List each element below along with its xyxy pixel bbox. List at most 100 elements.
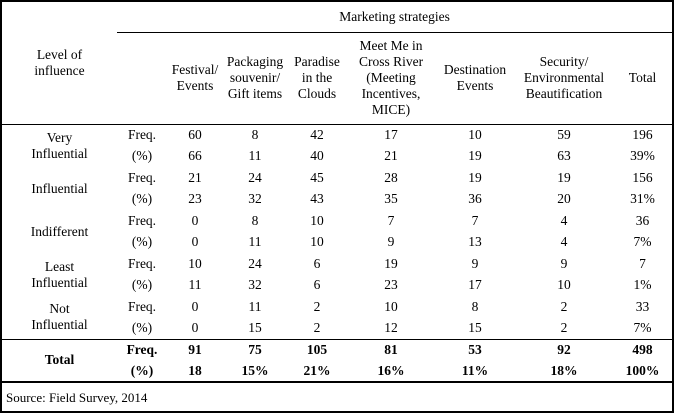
- metric-label: (%): [131, 234, 153, 250]
- data-cell: 10: [310, 234, 324, 250]
- table-row: Not Influential Freq. 0 11 2 10 8 2 33: [2, 296, 672, 332]
- grand-total-cell: 100%: [613, 360, 672, 383]
- source-note: Source: Field Survey, 2014: [6, 390, 148, 405]
- data-cell: 43: [310, 191, 324, 207]
- data-cell: 24: [248, 255, 262, 271]
- data-cell: 40: [310, 148, 324, 164]
- data-cell: 59: [557, 127, 571, 143]
- total-cell: 7: [639, 255, 646, 271]
- data-cell: 42: [310, 127, 324, 143]
- metric-header-blank: [117, 32, 167, 125]
- data-cell: 24: [248, 169, 262, 185]
- table-row: (%) 0 15 2 12 15 2 7%: [2, 318, 672, 340]
- data-cell: 7: [387, 212, 395, 228]
- column-header-meet-me: Meet Me in Cross River (Meeting Incentiv…: [347, 32, 435, 125]
- row-label-influential: Influential: [31, 180, 88, 196]
- data-cell: 11: [188, 277, 202, 293]
- total-cell: 16%: [347, 360, 435, 383]
- data-cell: 12: [384, 320, 398, 336]
- total-cell: 92: [515, 338, 613, 361]
- table-row: Influential Freq. 21 24 45 28 19 19 156: [2, 167, 672, 196]
- metric-label: (%): [117, 360, 167, 383]
- data-cell: 21: [188, 169, 202, 185]
- total-cell: 15%: [223, 360, 287, 383]
- data-cell: 11: [248, 234, 262, 250]
- marketing-strategies-table: Level of influence Marketing strategies …: [2, 2, 672, 383]
- data-cell: 10: [310, 212, 324, 228]
- header-row-group: Level of influence Marketing strategies: [2, 2, 672, 125]
- data-cell: 0: [191, 320, 199, 336]
- data-cell: 6: [313, 255, 321, 271]
- total-cell: 11%: [435, 360, 515, 383]
- grand-total-cell: 498: [613, 338, 672, 361]
- metric-label: Freq.: [127, 169, 157, 185]
- data-cell: 23: [188, 191, 202, 207]
- data-cell: 20: [557, 191, 571, 207]
- row-label-total: Total: [2, 338, 117, 383]
- data-cell: 2: [560, 320, 568, 336]
- data-cell: 36: [468, 191, 482, 207]
- table-row: (%) 11 32 6 23 17 10 1%: [2, 275, 672, 297]
- data-cell: 9: [471, 255, 479, 271]
- total-cell: 18: [167, 360, 223, 383]
- data-cell: 2: [313, 298, 321, 314]
- metric-label: (%): [131, 320, 153, 336]
- column-header-destination: Destination Events: [435, 32, 515, 125]
- table-row: (%) 0 11 10 9 13 4 7%: [2, 232, 672, 254]
- data-cell: 4: [560, 212, 568, 228]
- data-cell: 28: [384, 169, 398, 185]
- data-cell: 6: [313, 277, 321, 293]
- table-row: Least Influential Freq. 10 24 6 19 9 9 7: [2, 253, 672, 290]
- data-cell: 10: [557, 277, 571, 293]
- metric-label: Freq.: [127, 212, 157, 228]
- column-header-packaging: Packaging souvenir/ Gift items: [223, 32, 287, 125]
- data-cell: 9: [387, 234, 395, 250]
- total-row: Total Freq. 91 75 105 81 53 92 498: [2, 338, 672, 383]
- metric-label: (%): [131, 277, 153, 293]
- metric-label: Freq.: [127, 298, 157, 314]
- data-cell: 32: [248, 191, 262, 207]
- total-cell: 156: [632, 169, 653, 185]
- data-cell: 35: [384, 191, 398, 207]
- data-cell: 10: [188, 255, 202, 271]
- total-cell: 7%: [633, 320, 652, 336]
- data-cell: 2: [560, 298, 568, 314]
- data-cell: 10: [468, 127, 482, 143]
- column-header-security: Security/ Environmental Beautification: [515, 32, 613, 125]
- total-cell: 53: [435, 338, 515, 361]
- total-cell: 81: [347, 338, 435, 361]
- corner-header: Level of influence: [2, 2, 117, 125]
- total-row: (%) 18 15% 21% 16% 11% 18% 100%: [2, 360, 672, 383]
- data-cell: 11: [248, 298, 262, 314]
- data-cell: 60: [188, 127, 202, 143]
- column-header-total: Total: [613, 32, 672, 125]
- data-cell: 63: [557, 148, 571, 164]
- data-cell: 10: [384, 298, 398, 314]
- table-row: (%) 66 11 40 21 19 63 39%: [2, 146, 672, 168]
- data-cell: 8: [471, 298, 479, 314]
- data-cell: 23: [384, 277, 398, 293]
- data-cell: 11: [248, 148, 262, 164]
- data-cell: 32: [248, 277, 262, 293]
- total-cell: 7%: [633, 234, 652, 250]
- metric-label: Freq.: [127, 255, 157, 271]
- table-row: (%) 23 32 43 35 36 20 31%: [2, 189, 672, 211]
- metric-label: (%): [131, 148, 153, 164]
- total-cell: 91: [167, 338, 223, 361]
- row-label-indifferent: Indifferent: [30, 223, 89, 239]
- data-cell: 66: [188, 148, 202, 164]
- total-cell: 21%: [287, 360, 347, 383]
- row-label-least-influential: Least Influential: [31, 258, 88, 290]
- total-cell: 75: [223, 338, 287, 361]
- group-header: Marketing strategies: [117, 2, 672, 33]
- data-cell: 13: [468, 234, 482, 250]
- total-cell: 36: [635, 212, 650, 228]
- column-header-festival: Festival/ Events: [167, 32, 223, 125]
- row-label-not-influential: Not Influential: [31, 301, 88, 333]
- table-row: Very Influential Freq. 60 8 42 17 10 59 …: [2, 124, 672, 161]
- data-cell: 4: [560, 234, 568, 250]
- data-cell: 15: [468, 320, 482, 336]
- data-cell: 15: [248, 320, 262, 336]
- data-cell: 19: [468, 169, 482, 185]
- total-cell: 105: [287, 338, 347, 361]
